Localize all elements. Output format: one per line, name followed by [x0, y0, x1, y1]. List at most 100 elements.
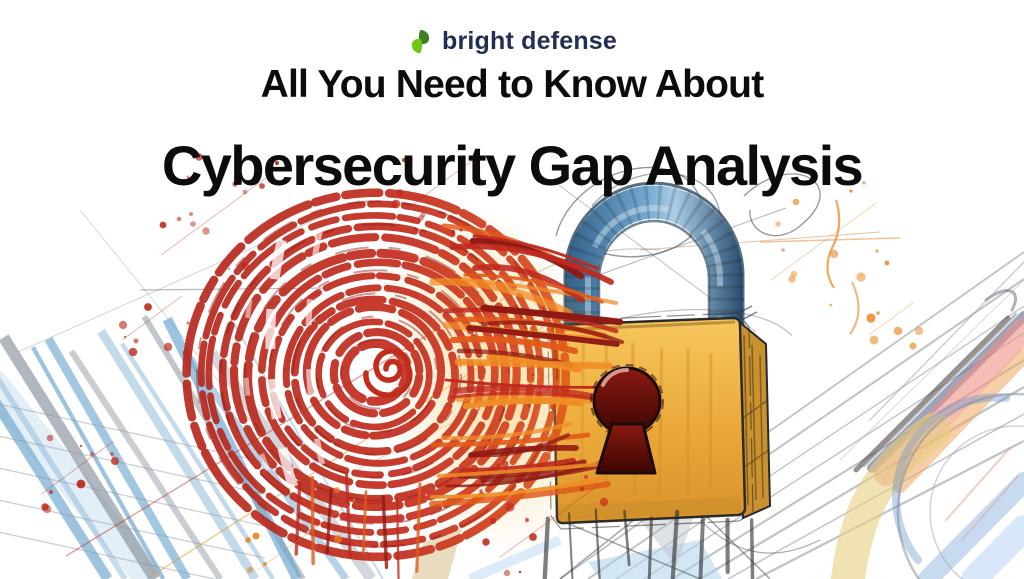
splatter-dot [482, 538, 490, 546]
shackle-highlight [585, 205, 723, 336]
splatter-dot [866, 313, 876, 323]
splatter-dot [163, 342, 173, 352]
black-drip [623, 509, 631, 567]
splatter-dot [252, 532, 260, 540]
streak [472, 234, 600, 271]
splatter-dot [479, 489, 483, 493]
splatter-dot [396, 189, 404, 197]
splatter-dot [232, 181, 238, 187]
ridge-ring [182, 188, 571, 562]
diagonal-line [615, 305, 1024, 579]
splatter-dot [391, 199, 401, 209]
splatter-dot [401, 157, 407, 163]
splatter-dot [501, 460, 509, 468]
splatter-dot [914, 326, 924, 336]
ridge-detail-ring [268, 269, 486, 479]
streak [452, 385, 605, 402]
splatter-dot [128, 347, 138, 357]
splatter-dot [489, 517, 497, 525]
streak [429, 278, 573, 317]
splatter-dot [862, 181, 866, 185]
fingerprint-core-whorl [363, 348, 413, 398]
splatter-line [404, 154, 481, 211]
splatter-dot [186, 321, 190, 325]
splatter-dot [159, 221, 167, 229]
splatter-dot [781, 248, 785, 252]
splatter-dot [518, 570, 522, 574]
streak [466, 325, 620, 347]
shackle-inner-outline [597, 219, 711, 332]
splatter-dot [246, 566, 254, 574]
splatter-dot [583, 474, 589, 480]
splatter-dot [245, 537, 251, 543]
crosshatch-stroke [0, 531, 218, 579]
crosshatch-stroke [0, 499, 266, 559]
streak [437, 461, 616, 478]
streak [449, 336, 579, 355]
splatter-dot [202, 227, 210, 235]
red-drip [381, 495, 389, 570]
splatter-dot [459, 228, 463, 232]
splatter-dot [550, 474, 554, 478]
splatter-dot [856, 272, 866, 282]
splatter-dot [579, 486, 585, 492]
hatch-stroke [0, 334, 160, 579]
red-drip [325, 488, 333, 555]
black-drip [542, 516, 551, 579]
crosshatch-stroke [0, 467, 266, 527]
ridge-ring [340, 338, 411, 406]
splatter-line [770, 202, 877, 281]
black-drip [698, 515, 705, 579]
splatter-dot [788, 275, 796, 283]
splatter-dot [110, 452, 114, 456]
ridge-ring [230, 233, 521, 512]
ridge-ring [197, 200, 560, 548]
splatter-line [41, 440, 114, 495]
splatter-dot [274, 160, 280, 166]
splatter-dot [352, 498, 356, 502]
ridge-ring [268, 272, 485, 479]
ridge-ring [315, 318, 433, 431]
black-drip [594, 508, 601, 579]
shackle [563, 181, 745, 340]
splatter-dot [133, 338, 139, 344]
fingerprint-to-lock-streaks [429, 223, 625, 507]
splatter-dot [195, 153, 203, 161]
diagonal-line [755, 439, 1024, 579]
streak [468, 445, 579, 458]
red-drip [361, 490, 368, 554]
splatter-dot [893, 326, 903, 336]
splatter-dot [77, 483, 81, 487]
paint-drips [294, 471, 755, 579]
splatter-dot [241, 262, 249, 270]
black-drip [568, 512, 574, 579]
splatter-dot [89, 451, 95, 457]
hatch-stroke [0, 399, 113, 579]
splatter-dot [524, 517, 530, 523]
streak [454, 358, 614, 370]
fingerprint-illustration [182, 188, 625, 562]
ridge-ring [205, 212, 544, 536]
splatter-dot [451, 230, 455, 234]
splatter-dot [334, 535, 342, 543]
splatter-dot [242, 189, 248, 195]
splatter-line [257, 503, 349, 571]
lock-body-bottom-shade [558, 497, 742, 520]
splatter-line [868, 301, 915, 336]
ridge-ring [282, 284, 475, 467]
soft-blue-band [0, 370, 162, 579]
red-drip [396, 497, 400, 579]
shackle-outer-outline [563, 181, 745, 340]
splatter-dot [775, 221, 781, 227]
splatter-dot [829, 249, 839, 259]
splatter-dot [118, 320, 128, 330]
streak [430, 432, 591, 448]
streak [429, 481, 611, 507]
ridge-detail-ring [220, 223, 534, 525]
streak [430, 476, 606, 499]
splatter-dot [176, 216, 182, 222]
fingerprint-white-breaks [242, 229, 339, 512]
hatch-stroke [97, 328, 260, 579]
